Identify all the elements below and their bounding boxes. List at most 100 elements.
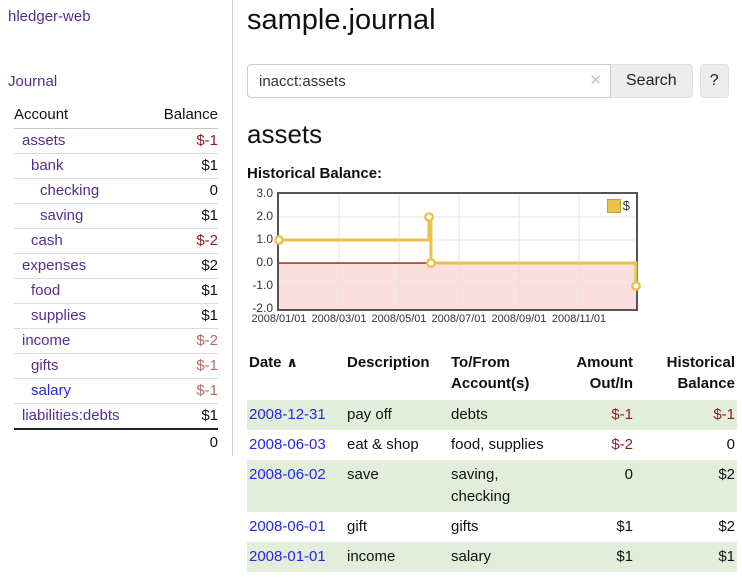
search-button[interactable]: Search [611, 64, 693, 98]
date-column-header[interactable]: Date ∧ [249, 354, 298, 371]
register-row: 2008-12-31 pay off debts $-1 $-1 [247, 400, 737, 430]
tofrom-column-header: To/From Account(s) [451, 354, 530, 392]
transaction-amount: $-1 [611, 406, 633, 423]
account-balance: $-1 [196, 132, 218, 149]
sort-asc-icon: ∧ [286, 354, 298, 370]
main-content: sample.journal ✕ Search ? assets Histori… [233, 0, 742, 582]
account-row: liabilities:debts $1 [14, 404, 218, 428]
x-axis-tick-label: 2008/01/01 [251, 313, 307, 325]
sidebar-item-journal[interactable]: Journal [8, 73, 58, 90]
transaction-accounts: food, supplies [451, 436, 544, 453]
y-axis-tick-label: 1.0 [256, 232, 273, 246]
page-title: sample.journal [247, 4, 436, 36]
chart-plot: $ [274, 192, 641, 311]
account-link[interactable]: food [31, 282, 61, 299]
app-title-link[interactable]: hledger-web [8, 8, 91, 25]
register-row: 2008-01-01 income salary $1 $1 [247, 542, 737, 572]
account-balance: $1 [201, 282, 218, 299]
account-link[interactable]: income [22, 332, 71, 349]
account-link[interactable]: bank [31, 157, 64, 174]
balance-column-header: Balance [163, 106, 218, 123]
y-axis-tick-label: 3.0 [256, 186, 273, 200]
x-axis-tick-label: 2008/03/01 [311, 313, 367, 325]
description-column-header: Description [347, 354, 430, 371]
account-link[interactable]: cash [31, 232, 63, 249]
account-link[interactable]: gifts [31, 357, 59, 374]
account-link[interactable]: expenses [22, 257, 87, 274]
accounts-total: 0 [14, 428, 218, 455]
y-axis-tick-label: -1.0 [252, 278, 273, 292]
account-balance: $2 [201, 257, 218, 274]
x-axis-tick-label: 2008/11/01 [551, 313, 607, 325]
account-link[interactable]: liabilities:debts [22, 407, 120, 424]
account-row: income $-2 [14, 329, 218, 354]
chart-heading: Historical Balance: [247, 165, 383, 182]
transaction-balance: $2 [718, 466, 735, 483]
transaction-accounts: gifts [451, 518, 479, 535]
account-balance: $-2 [196, 332, 218, 349]
balance-column-header: Historical Balance [666, 354, 735, 392]
amount-column-header: Amount Out/In [576, 354, 633, 392]
register-table: Date ∧ Description To/From Account(s) Amo… [247, 350, 737, 572]
x-axis-tick-label: 2008/09/01 [491, 313, 547, 325]
transaction-description: pay off [347, 406, 392, 423]
transaction-description: save [347, 466, 379, 483]
transaction-date-link[interactable]: 2008-06-01 [249, 518, 326, 535]
account-link[interactable]: salary [31, 382, 72, 399]
account-row: food $1 [14, 279, 218, 304]
transaction-description: eat & shop [347, 436, 419, 453]
transaction-accounts: debts [451, 406, 488, 423]
y-axis-tick-label: 2.0 [256, 209, 273, 223]
transaction-date-link[interactable]: 2008-06-02 [249, 466, 326, 483]
account-balance: $1 [201, 157, 218, 174]
account-link[interactable]: supplies [31, 307, 87, 324]
account-balance: $-1 [196, 357, 218, 374]
account-balance: $-1 [196, 382, 218, 399]
account-link[interactable]: checking [40, 182, 100, 199]
transaction-date-link[interactable]: 2008-01-01 [249, 548, 326, 565]
account-row: expenses $2 [14, 254, 218, 279]
sidebar: hledger-web Journal Account Balance asse… [0, 0, 233, 456]
account-link[interactable]: saving [40, 207, 84, 224]
account-link[interactable]: assets [22, 132, 66, 149]
transaction-balance: $-1 [713, 406, 735, 423]
legend-label: $ [622, 198, 630, 213]
account-tree-header: Account Balance [14, 106, 218, 129]
register-row: 2008-06-01 gift gifts $1 $2 [247, 512, 737, 542]
register-header-row: Date ∧ Description To/From Account(s) Amo… [247, 350, 737, 400]
account-row: assets $-1 [14, 129, 218, 154]
account-row: cash $-2 [14, 229, 218, 254]
register-row: 2008-06-03 eat & shop food, supplies $-2… [247, 430, 737, 460]
account-balance: 0 [209, 182, 218, 199]
historical-balance-chart: $ 3.0 2.0 1.0 0.0 -1.0 -2.0 2008/01/01 2008/03/… [247, 186, 727, 330]
transaction-date-link[interactable]: 2008-06-03 [249, 436, 326, 453]
chart-legend: $ [606, 198, 630, 213]
account-row: saving $1 [14, 204, 218, 229]
transaction-description: income [347, 548, 396, 565]
transaction-accounts: salary [451, 548, 492, 565]
x-axis-tick-label: 2008/07/01 [431, 313, 487, 325]
help-button[interactable]: ? [699, 64, 729, 98]
transaction-balance: $2 [718, 518, 735, 535]
transaction-date-link[interactable]: 2008-12-31 [249, 406, 326, 423]
transaction-amount: $-2 [611, 436, 633, 453]
clear-search-icon[interactable]: ✕ [589, 72, 602, 89]
register-row: 2008-06-02 save saving, checking 0 $2 [247, 460, 737, 512]
x-axis-tick-label: 2008/05/01 [371, 313, 427, 325]
account-list: assets $-1 bank $1 checking 0 saving $1 … [14, 129, 218, 428]
account-heading: assets [247, 119, 323, 149]
account-balance: $-2 [196, 232, 218, 249]
transaction-amount: 0 [624, 466, 633, 483]
y-axis-tick-label: -2.0 [252, 301, 273, 315]
account-row: gifts $-1 [14, 354, 218, 379]
search-input[interactable] [247, 64, 611, 98]
account-balance: $1 [201, 307, 218, 324]
legend-swatch-icon [606, 198, 621, 213]
account-row: salary $-1 [14, 379, 218, 404]
account-balance: $1 [201, 407, 218, 424]
search-form: ✕ Search ? [247, 64, 729, 98]
account-tree: Account Balance assets $-1 bank $1 check… [14, 106, 218, 455]
account-row: bank $1 [14, 154, 218, 179]
transaction-description: gift [347, 518, 368, 535]
account-row: supplies $1 [14, 304, 218, 329]
